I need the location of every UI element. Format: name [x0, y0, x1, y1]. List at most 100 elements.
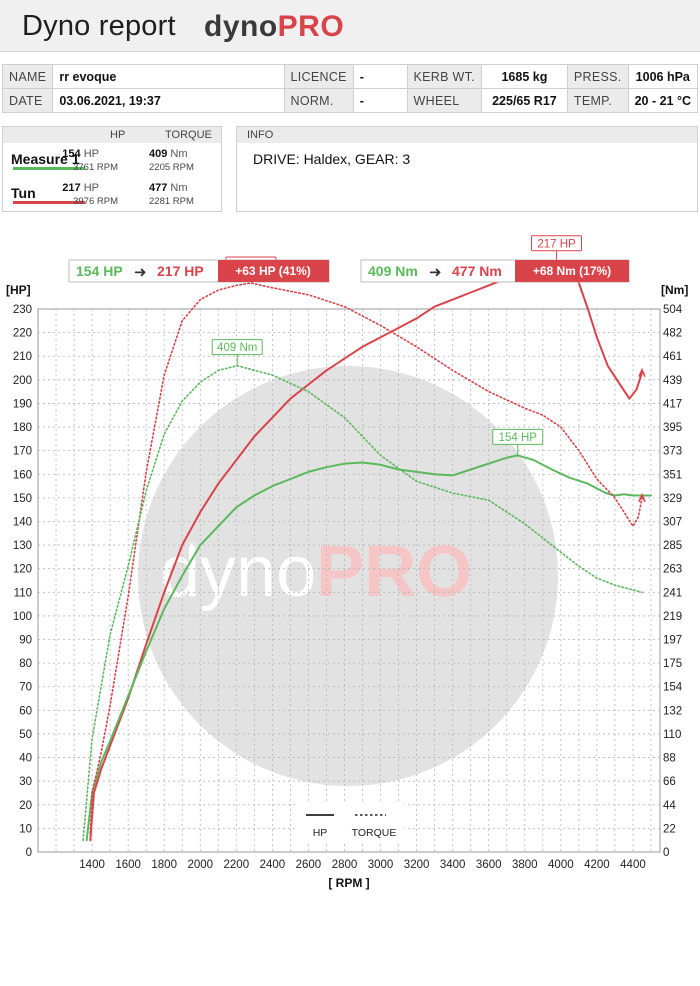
licence-value: -: [352, 64, 408, 89]
info-header: INFO: [237, 127, 697, 143]
watermark-logo: dynoPRO: [160, 532, 472, 612]
peak-annotation: 217 HP: [531, 235, 583, 261]
measure-row: Measure 1 154 HP 3761 RPM 409 Nm 2205 RP…: [3, 145, 221, 179]
y-tick-label-hp: 80: [19, 658, 32, 670]
x-tick-label: 2400: [260, 859, 286, 871]
x-tick-label: 1600: [115, 859, 141, 871]
y-tick-label-hp: 110: [14, 587, 32, 599]
kerb-label: KERB WT.: [406, 64, 482, 89]
measure-color-bar: [13, 201, 85, 204]
measure-hp-rpm: 3976 RPM: [73, 196, 118, 207]
x-tick-label: 3600: [476, 859, 502, 871]
measure-torque: 409 Nm: [149, 148, 188, 160]
x-tick-label: 1400: [79, 859, 105, 871]
measure-row: Tun 217 HP 3976 RPM 477 Nm 2281 RPM: [3, 179, 221, 213]
measures-header: HP TORQUE: [3, 127, 221, 143]
chart-axes: 0 0 10 22 20 44 30 66 40 88 50 110 60 132 70 154 80 175 90…: [13, 304, 683, 871]
measure-hp: 217 HP: [62, 182, 99, 194]
x-tick-label: 3400: [440, 859, 466, 871]
hp-after: 217 HP: [157, 263, 204, 279]
y-tick-label-hp: 150: [13, 493, 32, 505]
peak-annotation: 409 Nm: [211, 339, 263, 365]
y-tick-label-nm: 395: [663, 422, 682, 434]
report-header: Dyno report dynoPRO: [0, 0, 700, 52]
x-tick-label: 3000: [368, 859, 394, 871]
measures-panel: HP TORQUE Measure 1 154 HP 3761 RPM 409 …: [2, 126, 222, 212]
x-tick-label: 2800: [332, 859, 358, 871]
vehicle-info-table: NAME rr evoque LICENCE - KERB WT. 1685 k…: [1, 64, 699, 113]
measure-name: Tun: [11, 185, 36, 201]
legend-torque-label: TORQUE: [352, 827, 397, 839]
nm-before: 409 Nm: [368, 263, 418, 279]
annotation-box: [531, 235, 583, 252]
name-value: rr evoque: [52, 64, 285, 89]
y-tick-label-nm: 110: [663, 729, 681, 741]
y-tick-label-nm: 175: [663, 658, 682, 670]
dynopro-logo: dynoPRO: [204, 10, 345, 43]
y-tick-label-hp: 230: [13, 304, 32, 316]
x-tick-label: 4000: [548, 859, 574, 871]
y-tick-label-hp: 140: [13, 516, 32, 528]
annotation-box: [211, 339, 263, 356]
x-tick-label: 4400: [620, 859, 646, 871]
y-tick-label-hp: 210: [13, 351, 32, 363]
series-end-marker: [638, 492, 646, 503]
y-tick-label-nm: 329: [663, 493, 682, 505]
x-tick-label: 1800: [151, 859, 177, 871]
arrow-icon: ➜: [429, 263, 442, 281]
measure-color-bar: [13, 167, 85, 170]
arrow-icon: ➜: [134, 263, 147, 281]
y-tick-label-nm: 0: [663, 847, 669, 859]
press-value: 1006 hPa: [627, 64, 699, 89]
measure-torque: 477 Nm: [149, 182, 188, 194]
y-tick-label-hp: 40: [19, 753, 32, 765]
y-tick-label-nm: 351: [663, 469, 682, 481]
y-tick-label-nm: 482: [663, 328, 682, 340]
y-tick-label-hp: 90: [19, 635, 32, 647]
licence-label: LICENCE: [283, 64, 354, 89]
y-tick-label-nm: 219: [663, 611, 682, 623]
y-tick-label-hp: 200: [13, 375, 32, 387]
y-tick-label-hp: 30: [19, 776, 32, 788]
legend-hp-label: HP: [313, 827, 328, 839]
torque-column-header: TORQUE: [165, 129, 212, 141]
y-tick-label-nm: 417: [663, 398, 682, 410]
y-tick-label-hp: 190: [13, 398, 32, 410]
y-tick-label-hp: 70: [19, 682, 32, 694]
norm-value: -: [352, 88, 408, 113]
hp-column-header: HP: [110, 129, 126, 141]
y-tick-label-nm: 44: [663, 800, 676, 812]
y-tick-label-nm: 241: [663, 587, 682, 599]
series-line-tun-hp: [89, 260, 643, 842]
y-tick-label-hp: 160: [13, 469, 32, 481]
measure-hp: 154 HP: [62, 148, 99, 160]
series-line-measure-1-torque: [82, 364, 643, 841]
x-tick-label: 4200: [584, 859, 610, 871]
kerb-value: 1685 kg: [480, 64, 568, 89]
y-tick-label-hp: 10: [19, 823, 32, 835]
nm-after: 477 Nm: [452, 263, 502, 279]
y-tick-label-nm: 439: [663, 375, 682, 387]
y-axis-right-label: [Nm]: [661, 283, 688, 297]
nm-delta: +68 Nm (17%): [533, 264, 611, 278]
y-tick-label-nm: 504: [663, 304, 683, 316]
series-end-marker: [638, 367, 646, 378]
x-tick-label: 2600: [296, 859, 322, 871]
annotation-label: 154 HP: [499, 432, 538, 444]
date-value: 03.06.2021, 19:37: [52, 88, 285, 113]
y-tick-label-hp: 20: [19, 800, 32, 812]
report-title: Dyno report: [22, 10, 176, 42]
peak-annotation: 154 HP: [492, 428, 544, 455]
torque-comparison-box: 409 Nm ➜ 477 Nm +68 Nm (17%): [360, 259, 630, 283]
y-tick-label-nm: 461: [663, 351, 682, 363]
y-tick-label-hp: 120: [13, 564, 32, 576]
chart-legend: HP TORQUE: [298, 804, 404, 844]
x-axis-label: [ RPM ]: [328, 876, 369, 890]
chart-series: [82, 260, 652, 842]
y-tick-label-nm: 307: [663, 516, 682, 528]
y-tick-label-hp: 60: [19, 705, 32, 717]
hp-delta: +63 HP (41%): [235, 264, 311, 278]
y-tick-label-nm: 285: [663, 540, 682, 552]
name-label: NAME: [1, 64, 54, 89]
